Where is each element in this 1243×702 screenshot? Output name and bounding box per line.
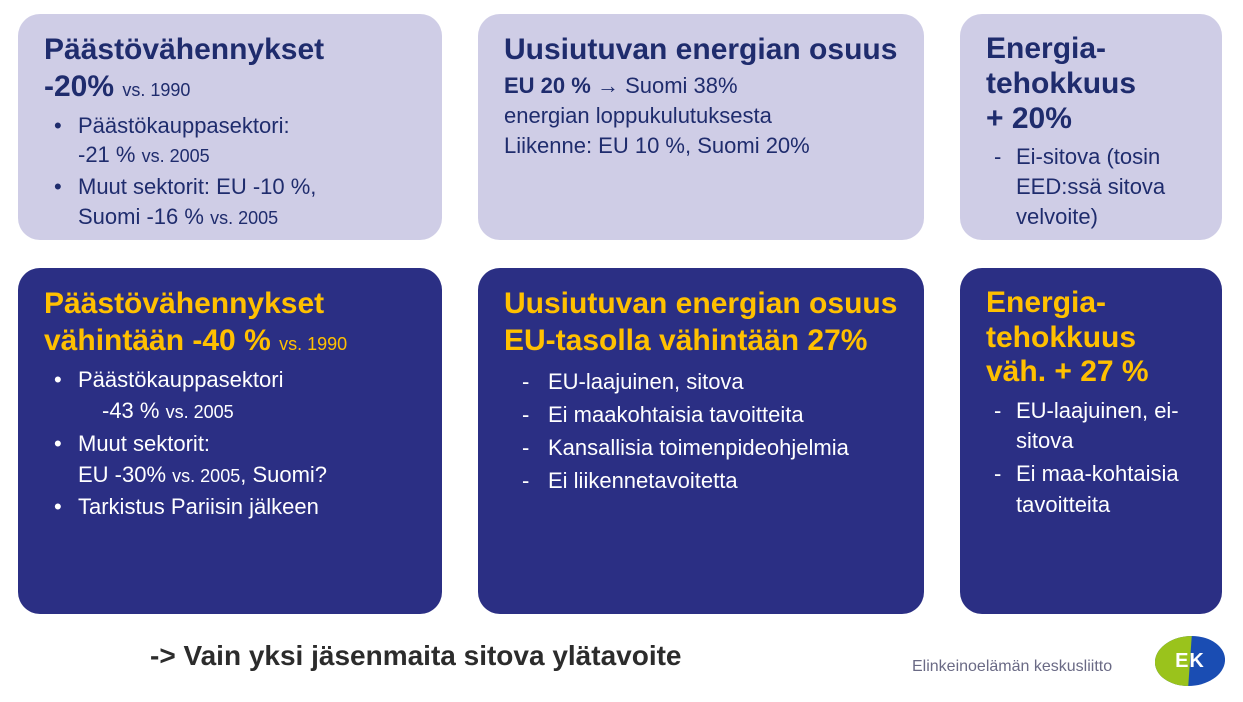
text: Muut sektorit: [78, 431, 210, 456]
text: Päästökauppasektori: [78, 113, 290, 138]
list-item: Ei maa-kohtaisia tavoitteita [986, 459, 1200, 521]
ek-logo-text: EK [1155, 636, 1225, 686]
ek-logo-icon: EK [1155, 636, 1225, 686]
top-emissions-bullets: Päästökauppasektori: -21 % vs. 2005 Muut… [44, 111, 420, 232]
top-efficiency-dashes: Ei-sitova (tosin EED:ssä sitova velvoite… [986, 142, 1200, 231]
card-bottom-emissions: Päästövähennykset vähintään -40 % vs. 19… [18, 268, 442, 614]
value: Suomi -16 % [78, 204, 204, 229]
bottom-renewables-dashes: EU-laajuinen, sitova Ei maakohtaisia tav… [504, 367, 902, 496]
footer-org: Elinkeinoelämän keskusliitto [912, 658, 1112, 676]
list-item: Ei-sitova (tosin EED:ssä sitova velvoite… [986, 142, 1200, 231]
top-efficiency-value: + 20% [986, 101, 1200, 136]
top-emissions-title: Päästövähennykset [44, 32, 420, 67]
card-top-renewables: Uusiutuvan energian osuus EU 20 % → Suom… [478, 14, 924, 240]
list-item: EU-laajuinen, sitova [504, 367, 902, 398]
vs-text: vs. 2005 [142, 146, 210, 166]
card-bottom-efficiency: Energia-tehokkuus väh. + 27 % EU-laajuin… [960, 268, 1222, 614]
text: Liikenne: EU 10 %, Suomi 20% [504, 133, 810, 158]
top-renewables-title: Uusiutuvan energian osuus [504, 32, 902, 67]
text: Päästökauppasektori [78, 367, 283, 392]
card-bottom-renewables: Uusiutuvan energian osuus EU-tasolla väh… [478, 268, 924, 614]
value: -20% [44, 70, 114, 103]
footer-note: -> Vain yksi jäsenmaita sitova ylätavoit… [150, 640, 682, 672]
list-item: Päästökauppasektori -43 % vs. 2005 [44, 365, 420, 427]
value: -43 % [78, 398, 159, 423]
list-item: Ei maakohtaisia tavoitteita [504, 400, 902, 431]
pre: EU -30% [78, 462, 166, 487]
text: Muut sektorit: EU -10 %, [78, 174, 316, 199]
bottom-efficiency-dashes: EU-laajuinen, ei-sitova Ei maa-kohtaisia… [986, 396, 1200, 521]
vs-text: vs. 1990 [279, 334, 347, 354]
list-item: Ei liikennetavoitetta [504, 466, 902, 497]
list-item: Muut sektorit: EU -10 %, Suomi -16 % vs.… [44, 172, 420, 231]
list-item: Muut sektorit: EU -30% vs. 2005, Suomi? [44, 429, 420, 491]
slide-canvas: Päästövähennykset -20% vs. 1990 Päästöka… [0, 0, 1243, 702]
top-emissions-headline: -20% vs. 1990 [44, 69, 420, 104]
bold: EU 20 % [504, 73, 591, 98]
value: -21 % [78, 142, 135, 167]
bottom-emissions-bullets: Päästökauppasektori -43 % vs. 2005 Muut … [44, 365, 420, 523]
bottom-renewables-title: Uusiutuvan energian osuus EU-tasolla väh… [504, 286, 902, 359]
list-item: Tarkistus Pariisin jälkeen [44, 492, 420, 523]
bottom-efficiency-title: Energia-tehokkuus väh. + 27 % [986, 286, 1200, 390]
top-efficiency-title: Energia-tehokkuus [986, 32, 1200, 101]
card-top-emissions: Päästövähennykset -20% vs. 1990 Päästöka… [18, 14, 442, 240]
post: , Suomi? [240, 462, 327, 487]
top-renewables-body: EU 20 % → Suomi 38% energian loppukulutu… [504, 71, 902, 160]
text: Suomi 38% [625, 73, 738, 98]
vs-text: vs. 2005 [210, 208, 278, 228]
list-item: EU-laajuinen, ei-sitova [986, 396, 1200, 458]
vs-text: vs. 2005 [172, 466, 240, 486]
card-top-efficiency: Energia-tehokkuus + 20% Ei-sitova (tosin… [960, 14, 1222, 240]
list-item: Kansallisia toimenpideohjelmia [504, 433, 902, 464]
vs-text: vs. 2005 [166, 402, 234, 422]
bottom-emissions-title: Päästövähennykset vähintään -40 % vs. 19… [44, 286, 420, 359]
vs-text: vs. 1990 [122, 80, 190, 100]
text: energian loppukulutuksesta [504, 103, 772, 128]
list-item: Päästökauppasektori: -21 % vs. 2005 [44, 111, 420, 170]
arrow-right-icon: → [597, 73, 619, 98]
